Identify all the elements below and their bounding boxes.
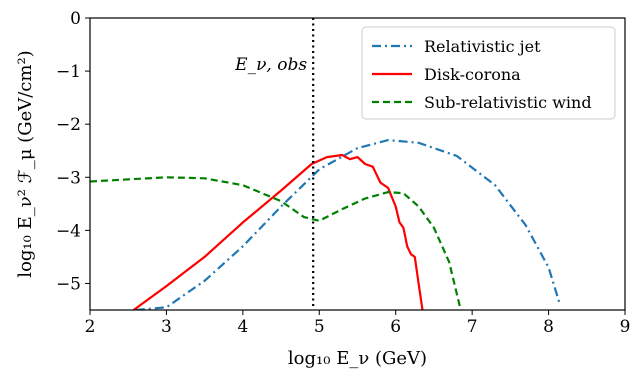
x-tick-label: 8 <box>543 317 554 337</box>
plot-area <box>90 18 562 310</box>
x-tick-label: 9 <box>620 317 631 337</box>
legend: Relativistic jet Disk-corona Sub-relativis… <box>361 26 616 120</box>
y-tick-label: −4 <box>56 221 81 241</box>
series-line-2 <box>132 153 424 310</box>
series-line-3 <box>90 176 462 310</box>
legend-label-2: Disk-corona <box>424 65 521 84</box>
y-tick-label: −2 <box>56 115 81 135</box>
series-line-1 <box>135 139 562 310</box>
x-tick-label: 5 <box>314 317 325 337</box>
x-tick-label: 6 <box>390 317 401 337</box>
x-tick-label: 3 <box>161 317 172 337</box>
y-tick-label: −5 <box>56 274 81 294</box>
vline-label: E_ν, obs <box>234 55 307 75</box>
x-tick-label: 4 <box>237 317 248 337</box>
x-tick-label: 7 <box>467 317 478 337</box>
legend-label-3: Sub-relativistic wind <box>424 93 592 112</box>
x-axis-label: log₁₀ E_ν (GeV) <box>288 348 427 369</box>
y-tick-label: 0 <box>70 9 81 29</box>
y-tick-label: −3 <box>56 168 81 188</box>
y-tick-label: −1 <box>56 62 81 82</box>
x-tick-label: 2 <box>85 317 96 337</box>
legend-label-1: Relativistic jet <box>424 37 541 56</box>
y-axis-label: log₁₀ E_ν² ℱ_μ (GeV/cm²) <box>15 50 36 277</box>
axes: E_ν, obs 2 3 4 5 6 7 8 9 0 −1 −2 −3 −4 −5 log₁₀ E_ν (Ge… <box>15 9 630 369</box>
legend-box <box>361 26 616 120</box>
plot-frame <box>89 17 626 311</box>
